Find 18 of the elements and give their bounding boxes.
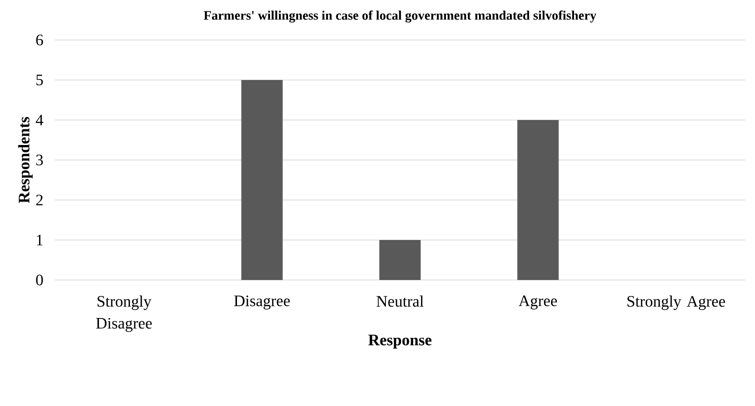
- x-tick-label: Neutral: [376, 296, 424, 307]
- x-tick-label: Strongly Disagree: [96, 296, 152, 332]
- y-axis-title: Respondents: [18, 117, 33, 204]
- y-tick-label: 3: [36, 154, 43, 166]
- y-tick-label: 0: [36, 274, 43, 286]
- x-axis-title: Response: [368, 334, 432, 349]
- x-tick-label: Agree: [518, 296, 557, 310]
- y-tick-label: 4: [36, 114, 44, 126]
- y-tick-label: 5: [36, 74, 43, 86]
- bar: [379, 240, 421, 280]
- chart-title: Farmers' willingness in case of local government mandated silvofishery: [204, 10, 596, 23]
- x-tick-label: Disagree: [234, 296, 290, 310]
- y-tick-label: 2: [36, 194, 43, 206]
- y-tick-label: 1: [36, 234, 43, 246]
- y-tick-label: 6: [36, 34, 44, 46]
- x-tick-label: Strongly Agree: [627, 296, 726, 310]
- bar: [241, 80, 283, 280]
- bar: [517, 120, 559, 280]
